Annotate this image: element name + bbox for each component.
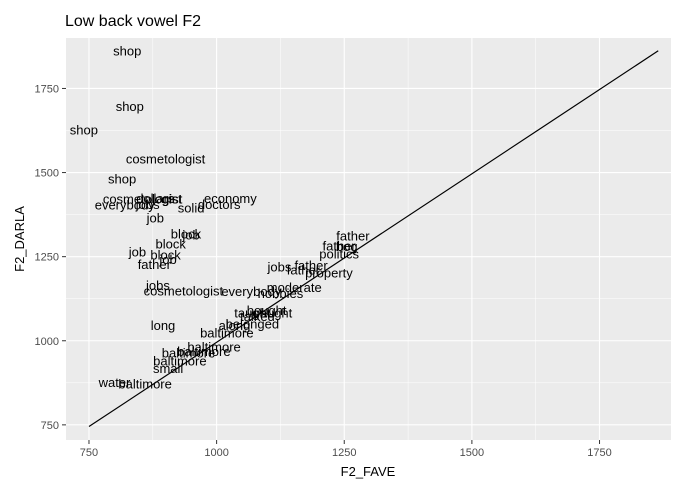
point-label: jobs <box>145 278 170 293</box>
y-tick-label: 750 <box>41 420 59 432</box>
point-label: bought <box>247 303 287 318</box>
point-label: father <box>294 258 328 273</box>
point-label: dollars <box>136 191 175 206</box>
point-label: baltimore <box>187 339 240 354</box>
x-tick-label: 1250 <box>332 447 356 459</box>
point-label: belonged <box>226 316 280 331</box>
point-label: block <box>171 226 202 241</box>
point-label: block <box>155 236 186 251</box>
x-axis-title: F2_FAVE <box>341 464 396 479</box>
point-label: property <box>305 265 353 280</box>
point-label: small <box>153 361 183 376</box>
point-label: caught <box>253 306 292 321</box>
x-tick-label: 1500 <box>460 447 484 459</box>
y-axis-title: F2_DARLA <box>12 206 27 272</box>
point-label: doctors <box>198 197 241 212</box>
plot-panel <box>66 38 671 440</box>
point-label: father <box>336 228 370 243</box>
point-label: hobbies <box>258 286 304 301</box>
y-tick-label: 1500 <box>35 168 59 180</box>
point-labels: shop shop shop cosmetologist shop cosmetologi… <box>70 43 370 391</box>
point-label: economy <box>204 191 257 206</box>
point-label: job <box>158 252 176 267</box>
y-axis: 750 1000 1250 1500 1750 <box>35 83 66 432</box>
point-label: shop <box>113 43 141 58</box>
point-label: solid <box>178 200 205 215</box>
point-label: cosmetologist <box>144 283 224 298</box>
point-label: baltimore <box>162 346 215 361</box>
point-label: cosmetologist <box>103 192 183 207</box>
y-tick-label: 1250 <box>35 252 59 264</box>
point-label: politics <box>319 246 359 261</box>
point-label: jobs <box>266 259 291 274</box>
y-tick-label: 1750 <box>35 83 59 95</box>
reference-line <box>88 50 659 428</box>
point-label: long <box>151 318 176 333</box>
x-tick-label: 1750 <box>587 447 611 459</box>
point-label: job <box>181 228 199 243</box>
point-label: shop <box>70 122 98 137</box>
point-label: shop <box>116 99 144 114</box>
point-label: bog <box>336 239 358 254</box>
point-label: baltimore <box>153 353 206 368</box>
point-label: father <box>323 238 357 253</box>
point-label: everybody <box>95 198 155 213</box>
point-label: jobs <box>135 197 160 212</box>
point-label: father <box>287 263 321 278</box>
point-label: baltimore <box>118 376 171 391</box>
point-label: talked <box>240 309 275 324</box>
x-axis: 750 1000 1250 1500 1750 <box>80 440 612 459</box>
point-label: baltimore <box>177 344 230 359</box>
point-label: shop <box>108 171 136 186</box>
point-label: father <box>138 257 172 272</box>
x-tick-label: 750 <box>80 447 98 459</box>
point-label: taught <box>234 306 271 321</box>
point-label: moderate <box>267 280 322 295</box>
point-label: job <box>146 210 164 225</box>
chart-title: Low back vowel F2 <box>65 13 201 30</box>
point-label: along <box>219 318 251 333</box>
point-label: water <box>98 375 131 390</box>
point-label: gist <box>162 192 183 207</box>
grid-lines <box>66 38 671 440</box>
point-label: cosmetologist <box>126 152 206 167</box>
reference-line-group <box>88 50 659 428</box>
y-tick-label: 1000 <box>35 336 59 348</box>
point-label: everybody <box>221 284 281 299</box>
point-label: job <box>128 244 146 259</box>
point-label: block <box>150 247 181 262</box>
point-label: baltimore <box>200 326 253 341</box>
x-tick-label: 1000 <box>204 447 228 459</box>
